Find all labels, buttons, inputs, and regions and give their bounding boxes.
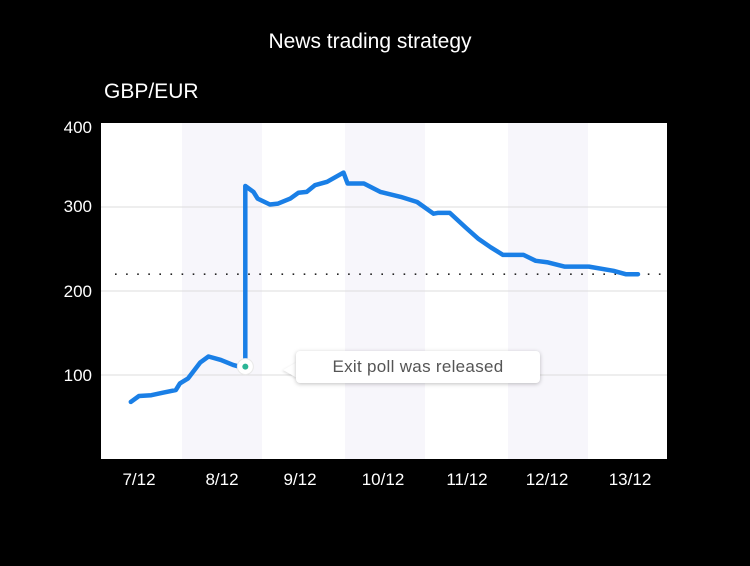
chart-title: News trading strategy <box>268 30 472 53</box>
x-tick-label: 8/12 <box>205 470 239 489</box>
plot-area <box>101 123 667 459</box>
x-tick-label: 9/12 <box>283 470 317 489</box>
annotation-text: Exit poll was released <box>332 357 504 376</box>
x-tick-label: 12/12 <box>525 470 569 489</box>
y-tick-100: 100 <box>63 366 92 385</box>
series-line <box>128 170 641 405</box>
annotation-callout: Exit poll was released <box>296 351 540 383</box>
callout-pointer <box>283 362 297 378</box>
line-chart <box>101 123 667 459</box>
x-tick-label: 7/12 <box>122 470 156 489</box>
y-axis-title: GBP/EUR <box>104 80 199 103</box>
y-tick-300: 300 <box>63 197 92 216</box>
x-tick-label: 10/12 <box>361 470 405 489</box>
x-tick-label: 13/12 <box>608 470 652 489</box>
event-marker <box>236 358 254 376</box>
y-tick-400: 400 <box>63 118 92 137</box>
y-tick-200: 200 <box>63 282 92 301</box>
x-tick-label: 11/12 <box>446 470 488 489</box>
